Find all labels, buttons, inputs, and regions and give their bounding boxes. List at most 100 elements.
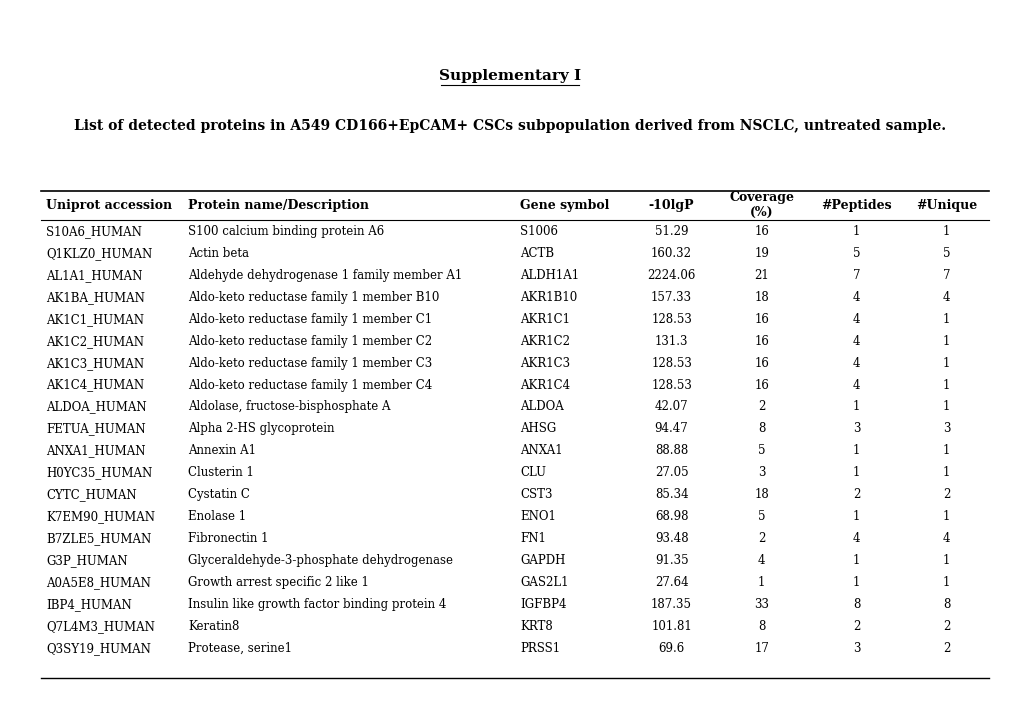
Text: 3: 3 (852, 642, 859, 655)
Text: GAPDH: GAPDH (520, 554, 565, 567)
Text: 4: 4 (942, 291, 950, 304)
Text: ALDH1A1: ALDH1A1 (520, 269, 579, 282)
Point (573, 81, 585, 89)
Text: 2: 2 (943, 642, 950, 655)
Text: Glyceraldehyde-3-phosphate dehydrogenase: Glyceraldehyde-3-phosphate dehydrogenase (187, 554, 452, 567)
Text: 1: 1 (943, 225, 950, 238)
Text: ANXA1: ANXA1 (520, 444, 562, 457)
Text: 8: 8 (943, 598, 950, 611)
Text: 16: 16 (754, 335, 768, 348)
Text: 4: 4 (757, 554, 764, 567)
Text: Fibronectin 1: Fibronectin 1 (187, 532, 268, 545)
Text: 7: 7 (942, 269, 950, 282)
Text: #Unique: #Unique (915, 199, 976, 212)
Text: List of detected proteins in A549 CD166+EpCAM+ CSCs subpopulation derived from N: List of detected proteins in A549 CD166+… (73, 119, 946, 133)
Point (434, 81, 446, 89)
Text: 8: 8 (757, 423, 764, 435)
Text: AKR1C4: AKR1C4 (520, 379, 570, 392)
Text: 2: 2 (943, 488, 950, 501)
Text: Actin beta: Actin beta (187, 247, 249, 260)
Text: 1: 1 (943, 379, 950, 392)
Text: 2: 2 (757, 532, 764, 545)
Text: Insulin like growth factor binding protein 4: Insulin like growth factor binding prote… (187, 598, 446, 611)
Text: 128.53: 128.53 (650, 379, 691, 392)
Text: 2: 2 (852, 620, 859, 633)
Text: 18: 18 (754, 291, 768, 304)
Text: AK1BA_HUMAN: AK1BA_HUMAN (46, 291, 145, 304)
Text: IBP4_HUMAN: IBP4_HUMAN (46, 598, 131, 611)
Text: 5: 5 (852, 247, 859, 260)
Text: 2: 2 (757, 400, 764, 414)
Text: ANXA1_HUMAN: ANXA1_HUMAN (46, 444, 146, 457)
Text: G3P_HUMAN: G3P_HUMAN (46, 554, 127, 567)
Text: AK1C4_HUMAN: AK1C4_HUMAN (46, 379, 144, 392)
Text: 4: 4 (852, 313, 859, 326)
Text: 16: 16 (754, 379, 768, 392)
Text: 91.35: 91.35 (654, 554, 688, 567)
Text: 5: 5 (757, 510, 764, 523)
Text: Gene symbol: Gene symbol (520, 199, 609, 212)
Text: 1: 1 (852, 554, 859, 567)
Text: KRT8: KRT8 (520, 620, 552, 633)
Text: 8: 8 (852, 598, 859, 611)
Text: AKR1C1: AKR1C1 (520, 313, 570, 326)
Text: Aldo-keto reductase family 1 member B10: Aldo-keto reductase family 1 member B10 (187, 291, 439, 304)
Text: 187.35: 187.35 (650, 598, 692, 611)
Text: 1: 1 (852, 400, 859, 414)
Text: 101.81: 101.81 (650, 620, 691, 633)
Text: 1: 1 (943, 335, 950, 348)
Text: A0A5E8_HUMAN: A0A5E8_HUMAN (46, 576, 151, 589)
Text: AK1C1_HUMAN: AK1C1_HUMAN (46, 313, 144, 326)
Text: 42.07: 42.07 (654, 400, 688, 414)
Text: 16: 16 (754, 313, 768, 326)
Text: 4: 4 (852, 357, 859, 370)
Text: 128.53: 128.53 (650, 357, 691, 370)
Text: 3: 3 (852, 423, 859, 435)
Text: 94.47: 94.47 (654, 423, 688, 435)
Text: -10lgP: -10lgP (648, 199, 694, 212)
Text: Protease, serine1: Protease, serine1 (187, 642, 291, 655)
Text: 1: 1 (852, 576, 859, 589)
Text: 128.53: 128.53 (650, 313, 691, 326)
Text: Supplementary I: Supplementary I (438, 68, 581, 83)
Text: 4: 4 (852, 335, 859, 348)
Text: Aldo-keto reductase family 1 member C2: Aldo-keto reductase family 1 member C2 (187, 335, 432, 348)
Text: 85.34: 85.34 (654, 488, 688, 501)
Text: S1006: S1006 (520, 225, 557, 238)
Text: PRSS1: PRSS1 (520, 642, 559, 655)
Text: 1: 1 (757, 576, 764, 589)
Text: AK1C2_HUMAN: AK1C2_HUMAN (46, 335, 144, 348)
Text: ENO1: ENO1 (520, 510, 555, 523)
Text: 68.98: 68.98 (654, 510, 688, 523)
Text: 1: 1 (943, 313, 950, 326)
Text: AL1A1_HUMAN: AL1A1_HUMAN (46, 269, 142, 282)
Text: 2: 2 (852, 488, 859, 501)
Text: Aldo-keto reductase family 1 member C4: Aldo-keto reductase family 1 member C4 (187, 379, 432, 392)
Text: 16: 16 (754, 357, 768, 370)
Text: 5: 5 (942, 247, 950, 260)
Text: CYTC_HUMAN: CYTC_HUMAN (46, 488, 137, 501)
Text: ALDOA: ALDOA (520, 400, 564, 414)
Text: IGFBP4: IGFBP4 (520, 598, 567, 611)
Text: Cystatin C: Cystatin C (187, 488, 250, 501)
Text: 1: 1 (852, 444, 859, 457)
Text: 1: 1 (943, 444, 950, 457)
Text: AK1C3_HUMAN: AK1C3_HUMAN (46, 357, 144, 370)
Text: 1: 1 (852, 225, 859, 238)
Text: 4: 4 (942, 532, 950, 545)
Text: 16: 16 (754, 225, 768, 238)
Text: CST3: CST3 (520, 488, 552, 501)
Text: 160.32: 160.32 (650, 247, 692, 260)
Text: 1: 1 (943, 357, 950, 370)
Text: 7: 7 (852, 269, 859, 282)
Text: 93.48: 93.48 (654, 532, 688, 545)
Text: AKR1C2: AKR1C2 (520, 335, 570, 348)
Text: 21: 21 (754, 269, 768, 282)
Text: 4: 4 (852, 379, 859, 392)
Text: Aldolase, fructose-bisphosphate A: Aldolase, fructose-bisphosphate A (187, 400, 390, 414)
Text: Aldo-keto reductase family 1 member C1: Aldo-keto reductase family 1 member C1 (187, 313, 432, 326)
Text: Q3SY19_HUMAN: Q3SY19_HUMAN (46, 642, 151, 655)
Text: #Peptides: #Peptides (820, 199, 891, 212)
Text: 1: 1 (943, 400, 950, 414)
Text: Enolase 1: Enolase 1 (187, 510, 246, 523)
